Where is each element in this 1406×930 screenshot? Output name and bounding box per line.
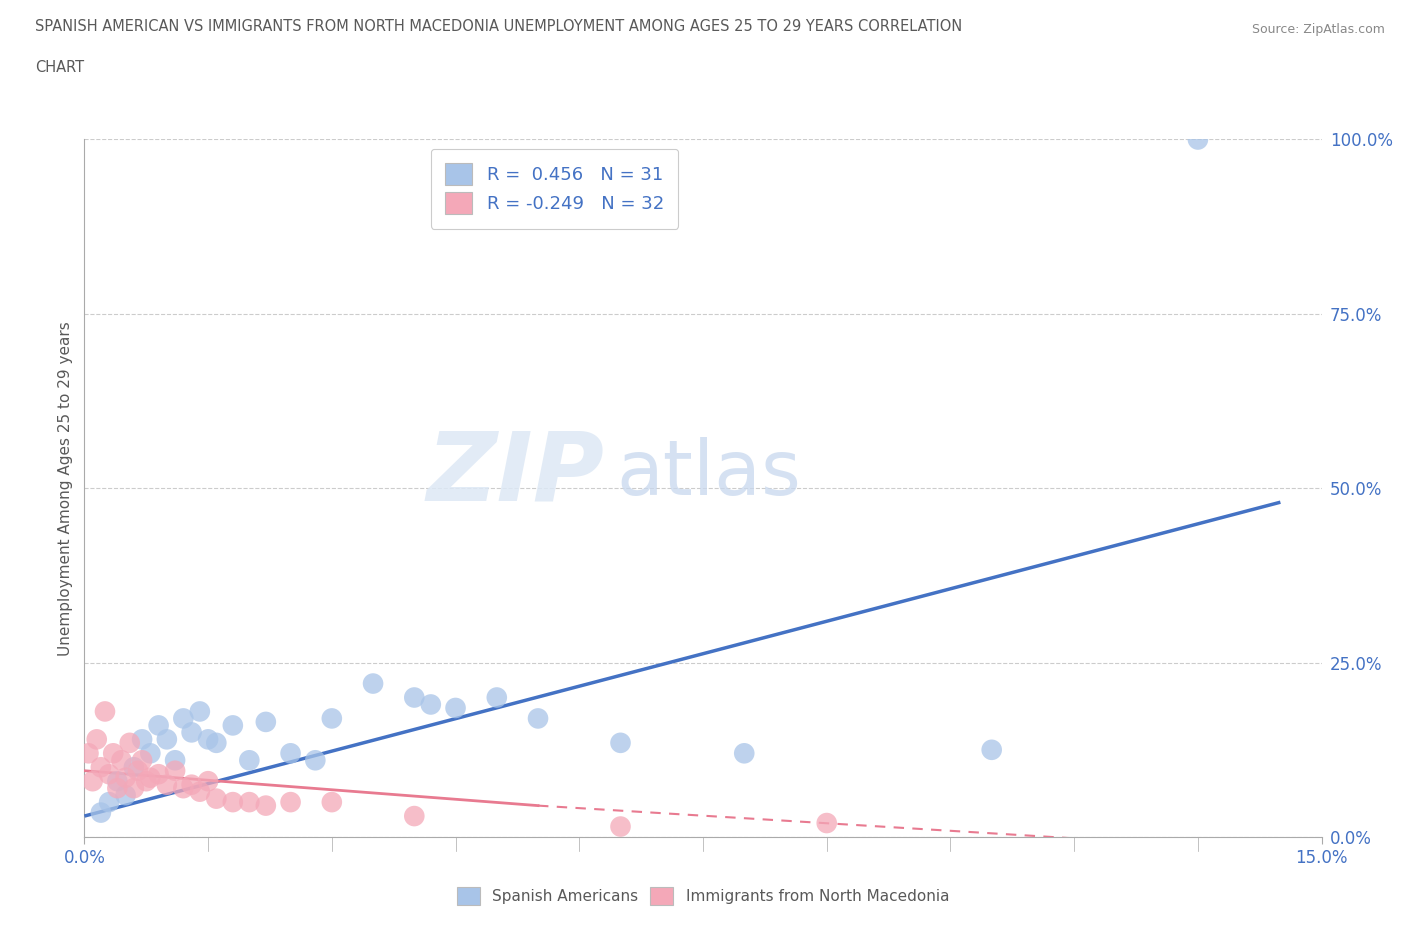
Point: [139, 746, 162, 761]
Point: [118, 736, 141, 751]
Y-axis label: Unemployment Among Ages 25 to 29 years: Unemployment Among Ages 25 to 29 years: [58, 321, 73, 656]
Point: [609, 736, 631, 751]
Point: [90, 805, 112, 820]
Point: [98, 794, 121, 809]
Point: [114, 788, 136, 803]
Point: [86, 732, 108, 747]
Point: [404, 690, 426, 705]
Point: [105, 774, 128, 789]
Point: [172, 781, 194, 796]
Point: [172, 711, 194, 725]
Point: [485, 690, 508, 705]
Point: [238, 794, 260, 809]
Point: [165, 764, 187, 778]
Point: [148, 766, 170, 781]
Point: [321, 794, 343, 809]
Text: ZIP: ZIP: [426, 428, 605, 521]
Point: [131, 753, 153, 768]
Point: [404, 809, 426, 824]
Point: [321, 711, 343, 725]
Point: [238, 753, 260, 768]
Point: [361, 676, 384, 691]
Point: [188, 704, 211, 719]
Point: [82, 774, 104, 789]
Point: [609, 819, 631, 834]
Point: [733, 746, 755, 761]
Point: [98, 766, 121, 781]
Point: [122, 760, 145, 775]
Text: Source: ZipAtlas.com: Source: ZipAtlas.com: [1251, 23, 1385, 36]
Point: [280, 794, 302, 809]
Point: [815, 816, 838, 830]
Point: [122, 781, 145, 796]
Point: [254, 714, 277, 729]
Point: [103, 746, 125, 761]
Point: [94, 704, 117, 719]
Point: [180, 725, 202, 740]
Text: atlas: atlas: [616, 437, 801, 512]
Point: [139, 770, 162, 785]
Point: [127, 764, 149, 778]
Point: [156, 732, 179, 747]
Point: [114, 770, 136, 785]
Point: [527, 711, 550, 725]
Point: [980, 742, 1002, 757]
Point: [148, 718, 170, 733]
Point: [222, 718, 245, 733]
Point: [110, 753, 132, 768]
Point: [197, 732, 219, 747]
Point: [280, 746, 302, 761]
Text: SPANISH AMERICAN VS IMMIGRANTS FROM NORTH MACEDONIA UNEMPLOYMENT AMONG AGES 25 T: SPANISH AMERICAN VS IMMIGRANTS FROM NORT…: [35, 19, 962, 33]
Point: [90, 760, 112, 775]
Point: [304, 753, 326, 768]
Legend: Spanish Americans, Immigrants from North Macedonia: Spanish Americans, Immigrants from North…: [450, 879, 956, 913]
Point: [180, 777, 202, 792]
Point: [77, 746, 100, 761]
Point: [1187, 132, 1209, 147]
Point: [444, 700, 467, 715]
Point: [205, 791, 228, 806]
Point: [105, 781, 128, 796]
Point: [135, 774, 157, 789]
Point: [165, 753, 187, 768]
Point: [156, 777, 179, 792]
Point: [222, 794, 245, 809]
Point: [254, 798, 277, 813]
Point: [131, 732, 153, 747]
Point: [205, 736, 228, 751]
Point: [197, 774, 219, 789]
Point: [188, 784, 211, 799]
Text: CHART: CHART: [35, 60, 84, 75]
Point: [419, 698, 441, 712]
